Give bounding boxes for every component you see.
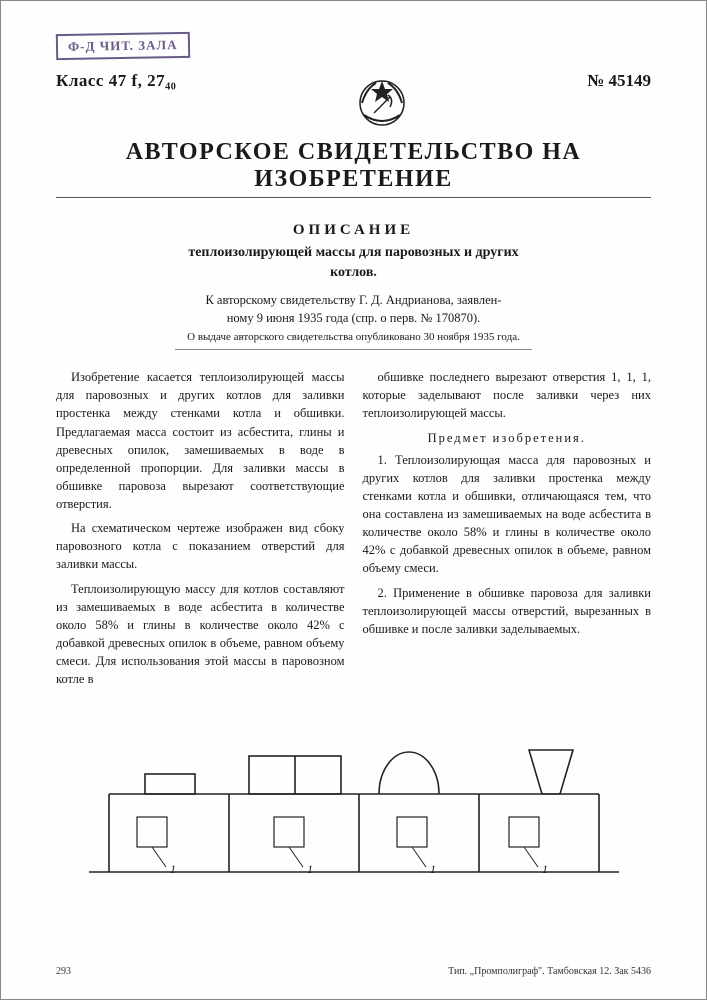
right-column: обшивке последнего вырезают отверстия 1,… [363,368,652,694]
invention-subtitle: теплоизолирующей массы для паровозных и … [56,243,651,282]
svg-text:1: 1 [430,862,436,876]
subtitle-line-2: котлов. [330,265,377,280]
printer-info: Тип. „Промполиграф". Тамбовская 12. Зак … [448,966,651,977]
description-heading: ОПИСАНИЕ [56,222,651,239]
subtitle-line-1: теплоизолирующей массы для паровозных и … [188,245,518,260]
thin-rule [175,349,532,350]
header-row: Класс 47 f, 27₄₀ № 45149 [56,71,651,131]
attribution-line-2: ному 9 июня 1935 года (спр. о перв. № 17… [227,311,481,325]
paragraph: 2. Применение в обшивке паровоза для зал… [363,584,652,638]
document-number: № 45149 [587,71,651,91]
attribution: К авторскому свидетельству Г. Д. Андриан… [56,292,651,327]
paragraph: Изобретение касается теплоизолирующей ма… [56,368,345,513]
title-rule [56,197,651,198]
attribution-line-1: К авторскому свидетельству Г. Д. Андриан… [205,293,501,307]
class-label: Класс 47 f, 27₄₀ [56,71,176,91]
document-page: Ф-Д ЧИТ. ЗАЛА Класс 47 f, 27₄₀ № 45149 А… [0,0,707,1000]
paragraph: На схематическом чертеже изображен вид с… [56,519,345,573]
svg-text:1: 1 [170,862,176,876]
certificate-title: АВТОРСКОЕ СВИДЕТЕЛЬСТВО НА ИЗОБРЕТЕНИЕ [56,139,651,193]
paragraph: Теплоизолирующую массу для котлов состав… [56,580,345,689]
svg-text:1: 1 [542,862,548,876]
subject-heading: Предмет изобретения. [363,429,652,447]
boiler-diagram: 1 1 1 1 [56,722,651,892]
paragraph: обшивке последнего вырезают отверстия 1,… [363,368,652,422]
body-text: Изобретение касается теплоизолирующей ма… [56,368,651,694]
library-stamp: Ф-Д ЧИТ. ЗАЛА [56,32,190,60]
diagram-svg: 1 1 1 1 [89,722,619,892]
page-footer: 293 Тип. „Промполиграф". Тамбовская 12. … [56,966,651,977]
page-number: 293 [56,966,71,977]
left-column: Изобретение касается теплоизолирующей ма… [56,368,345,694]
publication-note: О выдаче авторского свидетельства опубли… [56,331,651,343]
paragraph: 1. Теплоизолирующая масса для паровозных… [363,451,652,578]
svg-text:1: 1 [307,862,313,876]
state-emblem [352,71,412,131]
